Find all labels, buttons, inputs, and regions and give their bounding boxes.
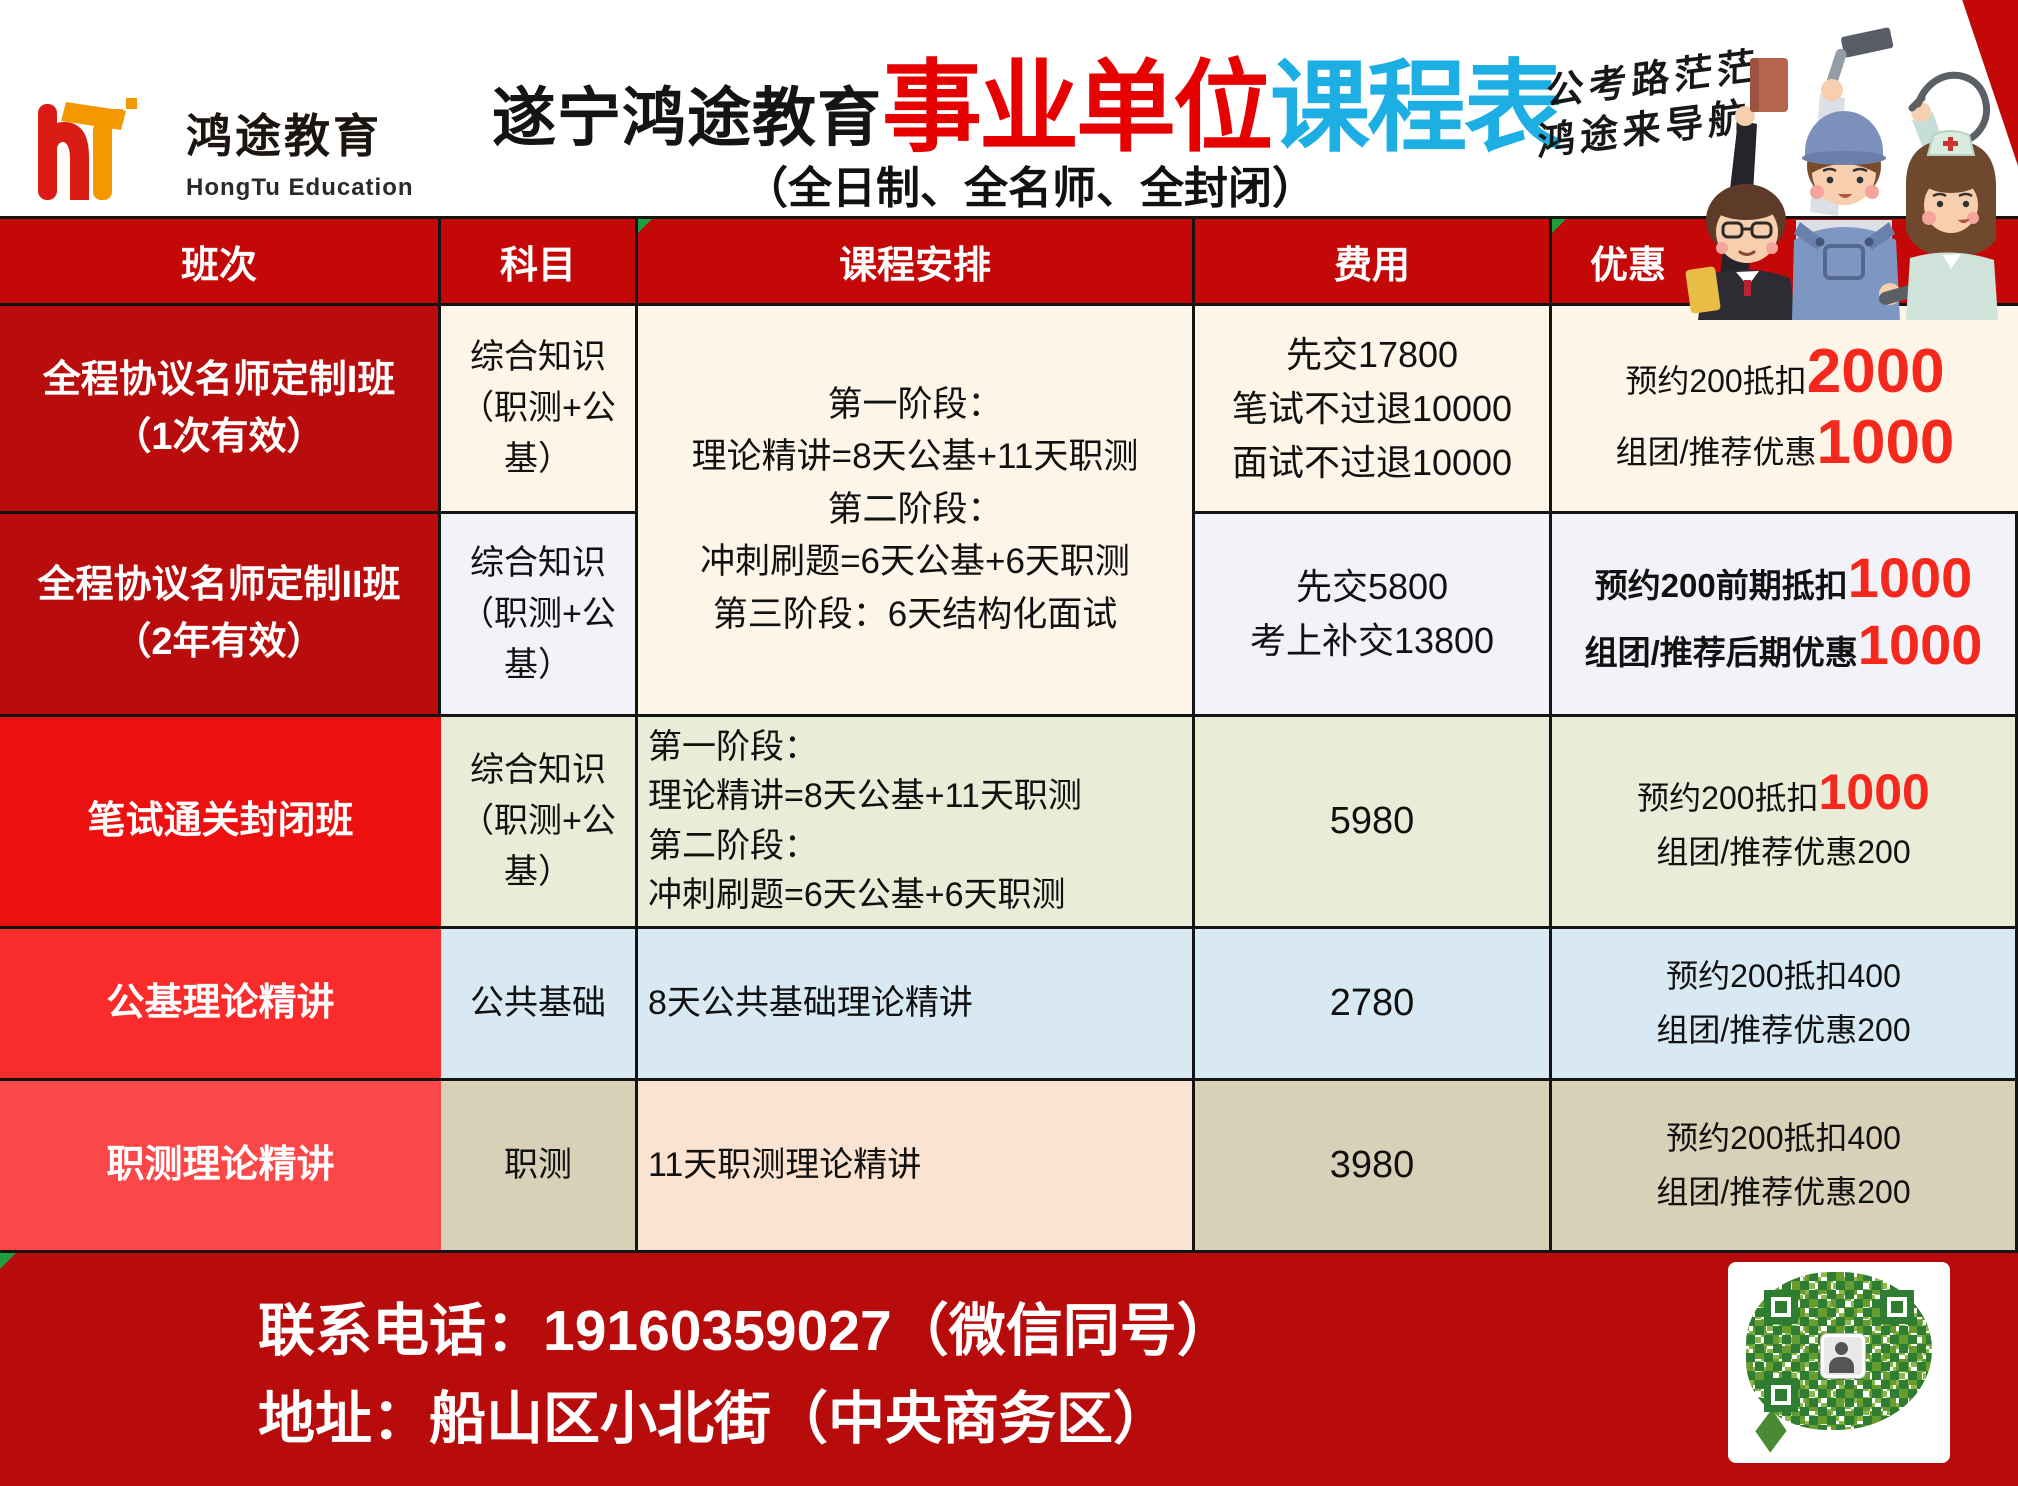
- schedule-cell: 8天公共基础理论精讲: [638, 929, 1195, 1081]
- offer-text: 预约200抵扣: [1625, 362, 1807, 399]
- offer-text: 预约200抵扣400: [1666, 1119, 1901, 1156]
- schedule-line: 11天职测理论精讲: [648, 1145, 922, 1184]
- fee-line: 面试不过退10000: [1231, 441, 1513, 483]
- offer-text: 预约200抵扣: [1637, 779, 1819, 816]
- title-school-name: 遂宁鸿途教育: [492, 82, 882, 154]
- fee-cell: 3980: [1195, 1081, 1552, 1253]
- class-name: 全程协议名师定制I班: [42, 358, 396, 401]
- schedule-line: 第一阶段：: [648, 727, 818, 766]
- fee-line: 先交5800: [1295, 566, 1449, 607]
- qr-finder-pattern: [1764, 1378, 1798, 1412]
- fee-cell: 2780: [1195, 929, 1552, 1081]
- class-name: 笔试通关封闭班: [87, 800, 354, 842]
- subject-cell: 公共基础: [441, 929, 638, 1081]
- logo-name-cn: 鸿途教育: [186, 110, 382, 162]
- schedule-cell: 11天职测理论精讲: [638, 1081, 1195, 1253]
- class-validity: （2年有效）: [113, 621, 325, 663]
- schedule-line: 第二阶段：: [648, 826, 818, 865]
- contact-address: 地址：船山区小北街（中央商务区）: [258, 1387, 1170, 1452]
- offer-text: 组团/推荐优惠200: [1656, 833, 1911, 870]
- offer-amount: 1000: [1816, 407, 1955, 477]
- course-table: 班次 科目 课程安排 费用 优惠 全程协议名师定制I班 （1次有效） 综合知识（…: [0, 216, 2018, 1253]
- fee-cell: 先交17800 笔试不过退10000 面试不过退10000: [1195, 306, 1552, 514]
- col-header-class: 班次: [0, 219, 441, 306]
- class-name-cell: 公基理论精讲: [0, 929, 441, 1081]
- offer-amount: 1000: [1818, 763, 1930, 820]
- offer-cell: 预约200前期抵扣 1000 组团/推荐后期优惠 1000: [1552, 514, 2018, 717]
- fee-line: 考上补交13800: [1249, 620, 1495, 661]
- class-name: 职测理论精讲: [106, 1144, 335, 1186]
- schedule-line: 8天公共基础理论精讲: [648, 983, 973, 1022]
- schedule-cell: 第一阶段： 理论精讲=8天公基+11天职测 第二阶段： 冲刺刷题=6天公基+6天…: [638, 717, 1195, 929]
- class-name-cell: 全程协议名师定制I班 （1次有效）: [0, 306, 441, 514]
- qr-center-avatar: [1821, 1334, 1865, 1378]
- class-validity: （1次有效）: [113, 415, 325, 458]
- schedule-line: 冲刺刷题=6天公基+6天职测: [648, 875, 1066, 914]
- col-header-subject: 科目: [441, 219, 638, 306]
- schedule-line: 第一阶段：: [827, 384, 1003, 424]
- offer-cell: 预约200抵扣400 组团/推荐优惠200: [1552, 1081, 2018, 1253]
- logo-name-en: HongTu Education: [186, 174, 414, 201]
- title-schedule-word: 课程表: [1270, 52, 1564, 164]
- offer-text: 预约200抵扣400: [1666, 957, 1901, 994]
- fee-line: 笔试不过退10000: [1231, 387, 1513, 429]
- offer-amount: 1000: [1857, 613, 1983, 676]
- offer-text: 组团/推荐优惠: [1615, 433, 1817, 470]
- schedule-line: 第三阶段：6天结构化面试: [712, 594, 1118, 634]
- hongtu-logo: 鸿途教育 HongTu Education: [36, 96, 456, 216]
- offer-text: 组团/推荐后期优惠: [1584, 634, 1858, 671]
- page-subtitle: （全日制、全名师、全封闭）: [744, 164, 1316, 213]
- wechat-qr-card: [1728, 1262, 1950, 1463]
- offer-text: 组团/推荐优惠200: [1656, 1011, 1911, 1048]
- offer-cell: 预约200抵扣 2000 组团/推荐优惠 1000: [1552, 306, 2018, 514]
- fee-cell: 先交5800 考上补交13800: [1195, 514, 1552, 717]
- class-name: 公基理论精讲: [106, 982, 335, 1024]
- class-name: 全程协议名师定制II班: [37, 564, 401, 606]
- offer-text: 组团/推荐优惠200: [1656, 1173, 1911, 1210]
- schedule-line: 第二阶段：: [827, 489, 1003, 529]
- offer-cell: 预约200抵扣400 组团/推荐优惠200: [1552, 929, 2018, 1081]
- offer-text: 预约200前期抵扣: [1594, 567, 1848, 605]
- page-title: 遂宁鸿途教育 事业单位 课程表: [492, 26, 1564, 164]
- col-header-fee: 费用: [1195, 219, 1552, 306]
- contact-phone: 联系电话：19160359027（微信同号）: [258, 1299, 1234, 1363]
- class-name-cell: 全程协议名师定制II班 （2年有效）: [0, 514, 441, 717]
- contact-info: 联系电话：19160359027（微信同号） 地址：船山区小北街（中央商务区）: [258, 1287, 1234, 1464]
- title-exam-type: 事业单位: [882, 52, 1273, 164]
- contact-footer: 联系电话：19160359027（微信同号） 地址：船山区小北街（中央商务区）: [0, 1250, 2018, 1486]
- schedule-line: 理论精讲=8天公基+11天职测: [691, 437, 1139, 477]
- schedule-cell-merged: 第一阶段： 理论精讲=8天公基+11天职测 第二阶段： 冲刺刷题=6天公基+6天…: [638, 306, 1195, 717]
- top-header-band: 鸿途教育 HongTu Education 遂宁鸿途教育 事业单位 课程表 （全…: [0, 0, 2018, 216]
- hongtu-logo-icon: [38, 98, 137, 200]
- qr-finder-pattern: [1880, 1290, 1914, 1324]
- subject-cell: 综合知识（职测+公基）: [441, 306, 638, 514]
- fee-cell: 5980: [1195, 717, 1552, 929]
- offer-amount: 2000: [1806, 336, 1945, 406]
- subject-cell: 职测: [441, 1081, 638, 1253]
- subject-cell: 综合知识（职测+公基）: [441, 514, 638, 717]
- subject-cell: 综合知识（职测+公基）: [441, 717, 638, 929]
- class-name-cell: 职测理论精讲: [0, 1081, 441, 1253]
- fee-line: 先交17800: [1285, 333, 1459, 375]
- qr-finder-pattern: [1764, 1290, 1798, 1324]
- offer-amount: 1000: [1847, 546, 1973, 610]
- schedule-line: 冲刺刷题=6天公基+6天职测: [700, 542, 1130, 582]
- col-header-schedule: 课程安排: [638, 219, 1195, 306]
- col-header-offer: 优惠: [1552, 219, 2018, 306]
- slogan-calligraphy: 公考路茫茫 鸿途来导航: [1537, 42, 1760, 168]
- class-name-cell: 笔试通关封闭班: [0, 717, 441, 929]
- schedule-line: 理论精讲=8天公基+11天职测: [648, 777, 1082, 816]
- offer-cell: 预约200抵扣 1000 组团/推荐优惠200: [1552, 717, 2018, 929]
